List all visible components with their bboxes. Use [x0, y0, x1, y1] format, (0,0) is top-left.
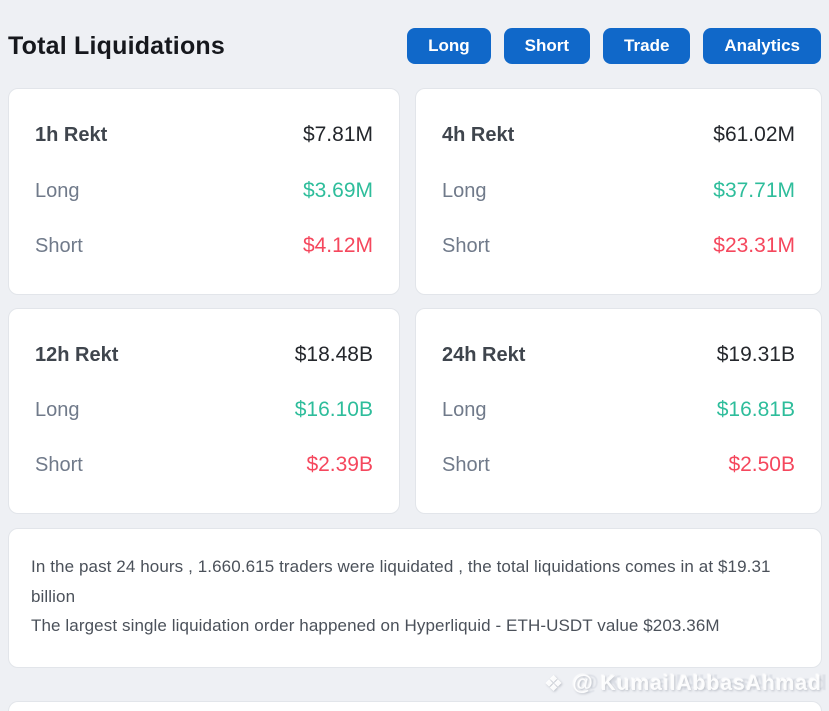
card-header-row: 12h Rekt $18.48B — [35, 343, 373, 367]
rekt-card-1h: 1h Rekt $7.81M Long $3.69M Short $4.12M — [8, 88, 400, 295]
short-label: Short — [35, 454, 83, 476]
short-value: $23.31M — [713, 234, 795, 257]
short-label: Short — [35, 235, 83, 257]
short-row: Short $2.50B — [442, 453, 795, 477]
page-title: Total Liquidations — [8, 31, 226, 60]
short-row: Short $23.31M — [442, 234, 795, 258]
long-row: Long $37.71M — [442, 179, 795, 203]
short-label: Short — [442, 235, 490, 257]
long-value: $37.71M — [713, 178, 795, 202]
trade-button[interactable]: Trade — [603, 27, 691, 65]
next-card-peek — [8, 701, 822, 711]
long-label: Long — [35, 179, 80, 202]
summary-line-2: The largest single liquidation order hap… — [31, 616, 720, 635]
short-row: Short $2.39B — [35, 453, 373, 477]
long-label: Long — [442, 399, 487, 421]
watermark-text: @ KumailAbbasAhmad — [572, 672, 822, 695]
total-value: $7.81M — [302, 123, 373, 146]
long-value: $16.81B — [716, 398, 795, 421]
total-value: $18.48B — [294, 343, 373, 366]
short-label: Short — [442, 454, 490, 476]
summary-line-1: In the past 24 hours , 1.660.615 traders… — [31, 557, 771, 606]
short-value: $2.50B — [728, 453, 795, 476]
long-label: Long — [442, 179, 487, 202]
short-row: Short $4.12M — [35, 234, 373, 258]
short-value: $4.12M — [302, 234, 373, 257]
card-header-row: 1h Rekt $7.81M — [35, 123, 373, 147]
period-label: 24h Rekt — [442, 344, 526, 366]
summary-card: In the past 24 hours , 1.660.615 traders… — [8, 528, 822, 668]
liquidation-cards-grid: 1h Rekt $7.81M Long $3.69M Short $4.12M … — [8, 88, 822, 514]
analytics-button[interactable]: Analytics — [703, 27, 821, 65]
period-label: 4h Rekt — [442, 124, 515, 146]
long-value: $3.69M — [302, 178, 373, 202]
binance-diamond-icon: ❖ — [543, 671, 565, 696]
card-header-row: 4h Rekt $61.02M — [442, 123, 795, 147]
rekt-card-12h: 12h Rekt $18.48B Long $16.10B Short $2.3… — [8, 308, 400, 514]
period-label: 12h Rekt — [35, 344, 119, 366]
long-row: Long $16.81B — [442, 398, 795, 422]
long-button[interactable]: Long — [407, 27, 491, 65]
total-value: $61.02M — [713, 123, 795, 146]
header: Total Liquidations Long Short Trade Anal… — [0, 0, 829, 72]
rekt-card-4h: 4h Rekt $61.02M Long $37.71M Short $23.3… — [415, 88, 822, 295]
short-button[interactable]: Short — [503, 27, 591, 65]
rekt-card-24h: 24h Rekt $19.31B Long $16.81B Short $2.5… — [415, 308, 822, 514]
short-value: $2.39B — [306, 453, 373, 476]
long-row: Long $16.10B — [35, 398, 373, 422]
card-header-row: 24h Rekt $19.31B — [442, 343, 795, 367]
long-row: Long $3.69M — [35, 179, 373, 203]
long-value: $16.10B — [294, 398, 373, 421]
watermark: ❖ @ KumailAbbasAhmad — [544, 672, 822, 696]
long-label: Long — [35, 399, 80, 421]
total-value: $19.31B — [716, 343, 795, 366]
period-label: 1h Rekt — [35, 124, 108, 146]
header-button-row: Long Short Trade Analytics — [407, 27, 821, 65]
